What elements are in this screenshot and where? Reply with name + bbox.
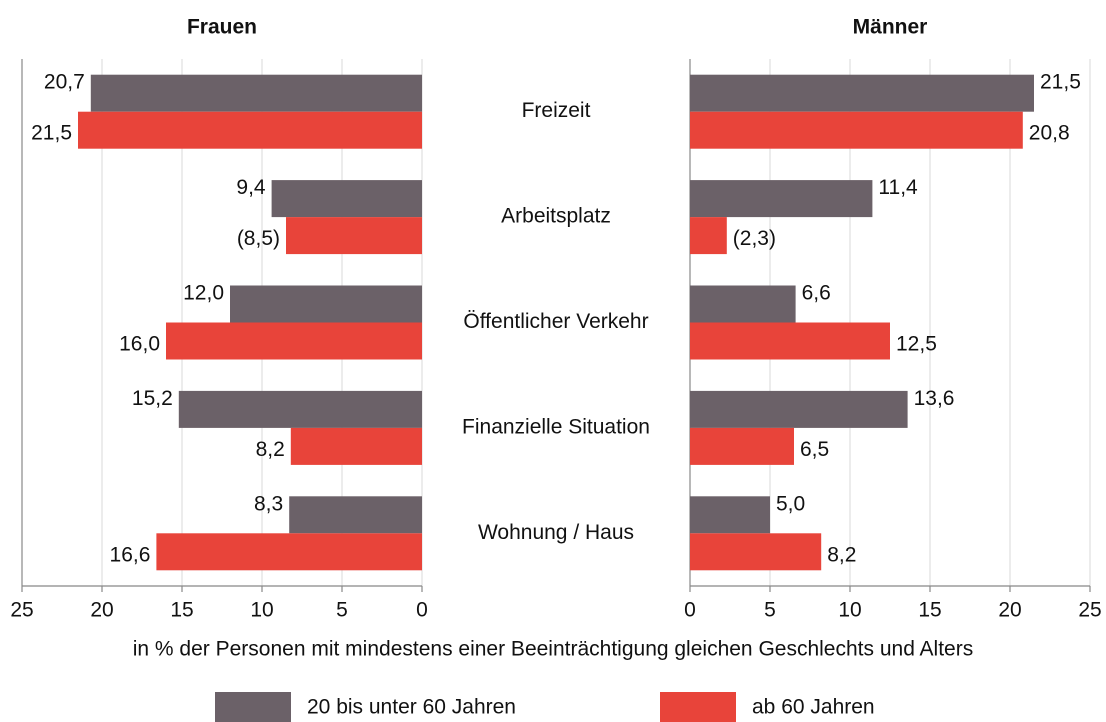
x-tick-label: 5: [336, 599, 348, 622]
chart-title: Männer: [853, 16, 928, 39]
bar: [90, 74, 423, 112]
category-label: Arbeitsplatz: [501, 205, 611, 228]
bar: [178, 390, 422, 428]
legend-label: ab 60 Jahren: [752, 696, 875, 719]
bar: [690, 285, 796, 323]
value-label: 21,5: [1040, 71, 1081, 94]
bar: [289, 496, 422, 534]
x-tick-label: 20: [998, 599, 1021, 622]
x-tick-label: 20: [90, 599, 113, 622]
bar: [690, 217, 727, 255]
x-axis-label: in % der Personen mit mindestens einer B…: [133, 638, 973, 661]
category-label: Wohnung / Haus: [478, 521, 634, 544]
bar: [690, 390, 908, 428]
x-tick-label: 25: [1078, 599, 1101, 622]
bar: [166, 322, 422, 360]
bar: [290, 427, 422, 465]
value-label: 16,0: [119, 333, 160, 356]
value-label: 20,7: [44, 71, 85, 94]
value-label: 6,6: [802, 282, 831, 305]
bar: [690, 74, 1034, 112]
value-label: 8,3: [254, 492, 283, 515]
value-label: 15,2: [132, 387, 173, 410]
bar: [690, 427, 794, 465]
legend-swatch: [215, 692, 291, 722]
category-label: Öffentlicher Verkehr: [463, 310, 648, 333]
bar: [690, 180, 873, 218]
x-tick-label: 5: [764, 599, 776, 622]
bar: [156, 533, 422, 571]
value-label: (8,5): [237, 227, 280, 250]
category-label: Freizeit: [522, 99, 591, 122]
value-label: 5,0: [776, 492, 805, 515]
value-label: 11,4: [878, 176, 918, 199]
bar: [690, 322, 890, 360]
bar: [690, 533, 822, 571]
value-label: 20,8: [1029, 122, 1070, 145]
x-tick-label: 15: [918, 599, 941, 622]
x-tick-label: 25: [10, 599, 33, 622]
chart-title: Frauen: [187, 16, 257, 39]
value-label: 8,2: [827, 543, 856, 566]
value-label: 21,5: [31, 122, 72, 145]
bar: [230, 285, 422, 323]
x-tick-label: 10: [838, 599, 861, 622]
legend-swatch: [660, 692, 736, 722]
category-label: Finanzielle Situation: [462, 415, 650, 438]
value-label: 6,5: [800, 438, 829, 461]
value-label: 16,6: [110, 543, 151, 566]
value-label: 12,0: [183, 282, 224, 305]
x-tick-label: 0: [416, 599, 428, 622]
bar: [286, 217, 422, 255]
legend-label: 20 bis unter 60 Jahren: [307, 696, 516, 719]
value-label: 12,5: [896, 333, 937, 356]
value-label: (2,3): [733, 227, 776, 250]
x-tick-label: 15: [170, 599, 193, 622]
value-label: 8,2: [256, 438, 285, 461]
bar: [271, 180, 422, 218]
bar: [690, 111, 1023, 149]
x-tick-label: 0: [684, 599, 696, 622]
bar: [690, 496, 770, 534]
bar: [78, 111, 422, 149]
x-tick-label: 10: [250, 599, 273, 622]
value-label: 9,4: [236, 176, 266, 199]
value-label: 13,6: [914, 387, 955, 410]
